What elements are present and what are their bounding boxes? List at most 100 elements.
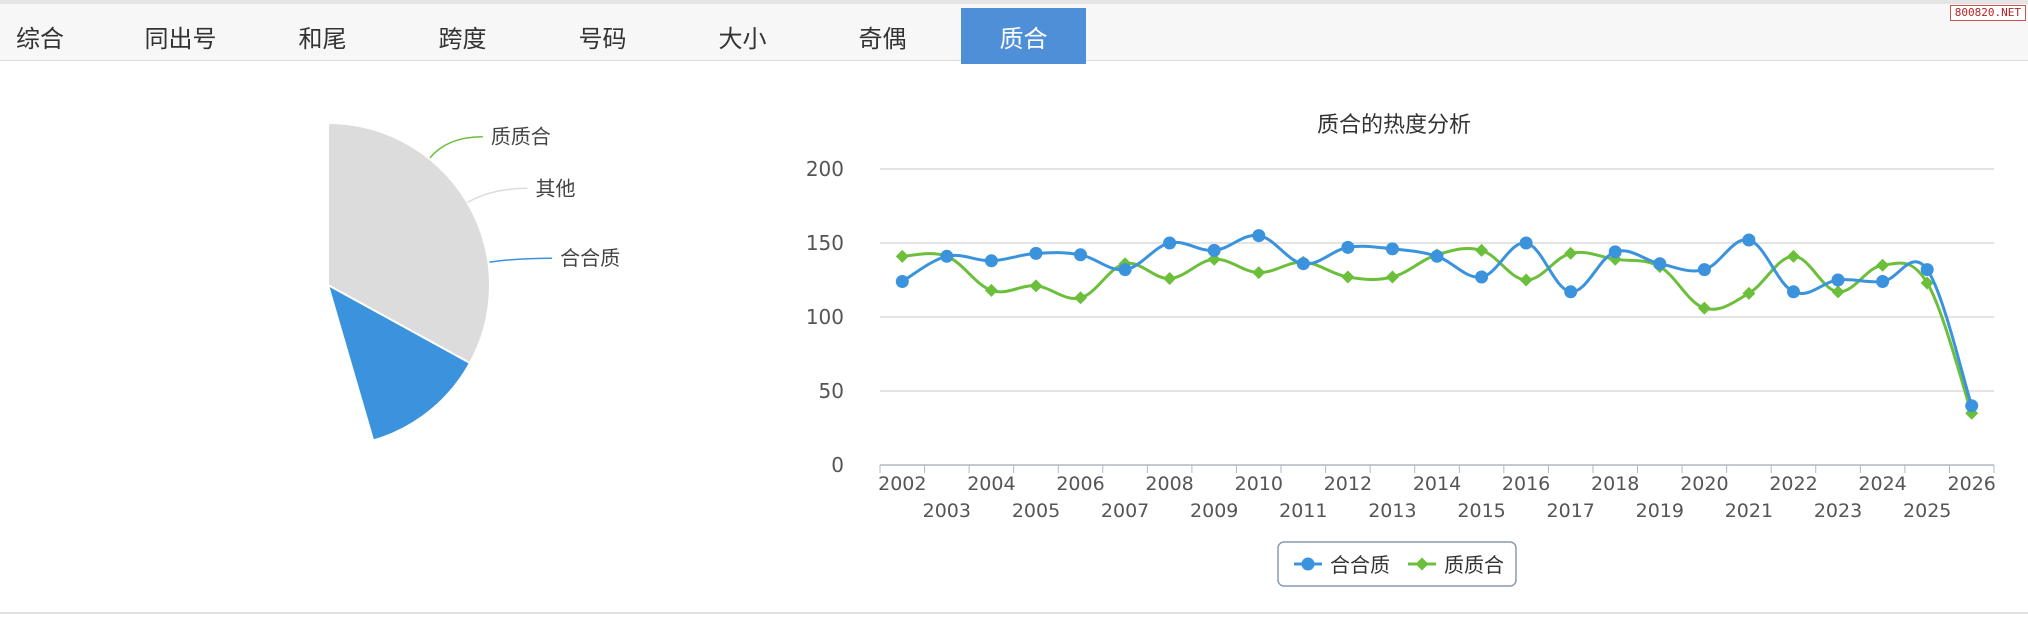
x-tick-label-4: 2006 bbox=[1056, 473, 1104, 495]
x-tick-label-12: 2014 bbox=[1413, 473, 1461, 495]
series-0-point-16 bbox=[1608, 245, 1622, 259]
x-tick-label-20: 2022 bbox=[1769, 473, 1817, 495]
pie-connector-2 bbox=[467, 187, 528, 204]
x-tick-label-5: 2007 bbox=[1101, 500, 1149, 522]
series-0-point-0 bbox=[895, 275, 909, 288]
pie-label-0: 合合质 bbox=[560, 246, 620, 270]
x-tick-label-19: 2021 bbox=[1725, 500, 1773, 522]
series-1-point-2 bbox=[984, 283, 998, 297]
legend-swatch-marker-1 bbox=[1415, 557, 1429, 571]
x-tick-label-8: 2010 bbox=[1235, 473, 1283, 495]
series-1-point-19 bbox=[1742, 286, 1756, 300]
legend-swatch-marker-0 bbox=[1301, 557, 1315, 571]
series-0-point-7 bbox=[1207, 243, 1221, 257]
series-0-point-4 bbox=[1074, 248, 1087, 262]
series-0-point-14 bbox=[1519, 236, 1533, 250]
tab-0[interactable]: 综合 bbox=[16, 24, 64, 53]
y-tick-label-0: 0 bbox=[831, 453, 844, 477]
legend-label-1: 质质合 bbox=[1444, 553, 1504, 577]
x-tick-label-23: 2025 bbox=[1903, 500, 1951, 522]
series-1-point-18 bbox=[1697, 301, 1711, 315]
series-1-point-4 bbox=[1074, 291, 1088, 305]
x-tick-label-2: 2004 bbox=[967, 473, 1015, 495]
y-tick-label-3: 150 bbox=[806, 231, 844, 255]
x-tick-label-7: 2009 bbox=[1190, 500, 1238, 522]
line-chart: 质合的热度分析 0 50 100 150 200 2002 2003 2004 2005 2006 2… bbox=[806, 113, 1996, 587]
series-0-point-2 bbox=[984, 254, 998, 268]
series-0-point-6 bbox=[1163, 236, 1177, 250]
series-1-point-23 bbox=[1920, 276, 1934, 290]
pie-connector-1 bbox=[428, 135, 483, 160]
series-0-point-11 bbox=[1385, 242, 1399, 256]
pie-label-2: 其他 bbox=[536, 176, 576, 200]
x-tick-label-22: 2024 bbox=[1858, 473, 1906, 495]
series-1-point-20 bbox=[1786, 249, 1800, 263]
series-1-point-22 bbox=[1876, 258, 1890, 272]
series-1-point-14 bbox=[1519, 273, 1533, 287]
series-1-point-3 bbox=[1029, 279, 1043, 293]
tab-1[interactable]: 同出号 bbox=[144, 24, 217, 53]
x-tick-label-11: 2013 bbox=[1368, 500, 1416, 522]
tab-2[interactable]: 和尾 bbox=[298, 24, 347, 53]
x-tick-label-9: 2011 bbox=[1279, 500, 1327, 522]
legend: 合合质 质质合 bbox=[1277, 541, 1517, 587]
y-tick-label-4: 200 bbox=[806, 157, 844, 181]
series-1-point-7 bbox=[1207, 252, 1221, 266]
series-0-point-8 bbox=[1252, 229, 1266, 243]
series-0-point-9 bbox=[1296, 257, 1310, 271]
chart-title: 质合的热度分析 bbox=[1317, 113, 1471, 138]
series-0-point-3 bbox=[1029, 246, 1043, 260]
y-tick-label-2: 100 bbox=[806, 305, 844, 329]
x-tick-label-15: 2017 bbox=[1547, 500, 1595, 522]
pie-connector-0 bbox=[488, 257, 553, 263]
x-tick-label-6: 2008 bbox=[1145, 473, 1193, 495]
x-tick-label-21: 2023 bbox=[1814, 500, 1862, 522]
series-0-point-24 bbox=[1965, 399, 1979, 413]
series-0-point-12 bbox=[1430, 249, 1444, 263]
x-tick-label-14: 2016 bbox=[1502, 473, 1550, 495]
series-1-point-13 bbox=[1475, 243, 1489, 257]
watermark-badge: 800820.NET bbox=[1949, 5, 2026, 21]
y-tick-label-1: 50 bbox=[819, 379, 844, 403]
series-1-point-15 bbox=[1564, 246, 1578, 260]
pie-label-1: 质质合 bbox=[491, 125, 551, 149]
series-0-point-13 bbox=[1475, 270, 1489, 284]
legend-box bbox=[1277, 541, 1517, 587]
x-tick-label-17: 2019 bbox=[1636, 500, 1684, 522]
tab-7[interactable]: 质合 bbox=[961, 8, 1086, 64]
series-0-point-1 bbox=[940, 249, 954, 263]
series-0-point-15 bbox=[1564, 285, 1578, 299]
legend-label-0: 合合质 bbox=[1330, 553, 1390, 577]
series-1-point-10 bbox=[1341, 270, 1355, 284]
x-tick-label-24: 2026 bbox=[1948, 473, 1996, 495]
tab-bar: 综合 同出号 和尾 跨度 号码 大小 奇偶 质合 bbox=[0, 0, 2028, 64]
tab-3[interactable]: 跨度 bbox=[438, 24, 487, 53]
series-0-point-21 bbox=[1831, 273, 1845, 287]
x-tick-label-18: 2020 bbox=[1680, 473, 1728, 495]
series-1-point-8 bbox=[1252, 266, 1266, 280]
x-tick-label-16: 2018 bbox=[1591, 473, 1639, 495]
x-tick-label-10: 2012 bbox=[1324, 473, 1372, 495]
tab-5[interactable]: 大小 bbox=[718, 24, 767, 53]
series-0-point-10 bbox=[1341, 240, 1355, 254]
series-0-point-23 bbox=[1920, 263, 1934, 277]
tab-4[interactable]: 号码 bbox=[578, 24, 627, 53]
series-1-point-6 bbox=[1163, 272, 1177, 286]
x-tick-label-0: 2002 bbox=[878, 473, 926, 495]
series-0-point-17 bbox=[1653, 257, 1667, 271]
series-1-point-11 bbox=[1385, 270, 1399, 284]
series-0-point-22 bbox=[1876, 275, 1890, 288]
series-0-point-18 bbox=[1697, 263, 1711, 277]
x-tick-label-1: 2003 bbox=[923, 500, 971, 522]
bottom-divider bbox=[0, 612, 2028, 614]
x-tick-label-3: 2005 bbox=[1012, 500, 1060, 522]
series-1-point-0 bbox=[895, 249, 909, 263]
series-0-point-5 bbox=[1118, 263, 1132, 277]
series-0-point-20 bbox=[1787, 285, 1800, 299]
series-line-1 bbox=[902, 247, 1974, 414]
series-0-point-19 bbox=[1742, 233, 1756, 247]
tab-6[interactable]: 奇偶 bbox=[858, 24, 907, 53]
series-1-point-21 bbox=[1831, 285, 1845, 299]
